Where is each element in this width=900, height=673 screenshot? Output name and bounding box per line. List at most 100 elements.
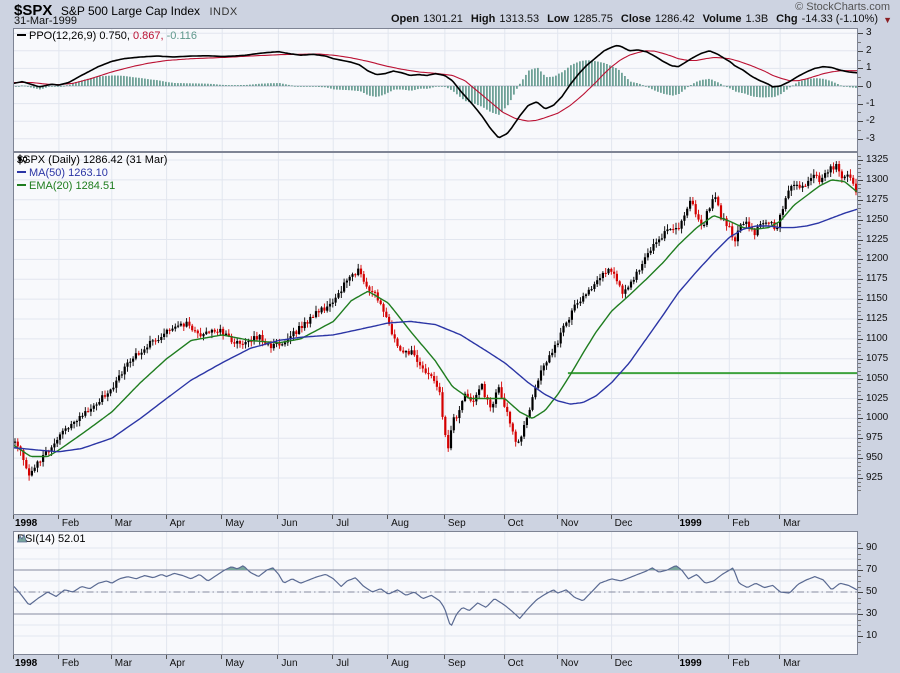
quote-value: 1286.42 <box>654 13 695 25</box>
x-axis-tick <box>556 515 558 519</box>
x-axis-label: Mar <box>783 658 801 669</box>
y-axis-tick <box>858 338 863 340</box>
price-legend-title: $SPX (Daily) 1286.42 (31 Mar) <box>17 154 168 166</box>
y-axis-minor-tick <box>858 330 861 332</box>
x-axis-label: Dec <box>614 658 633 669</box>
x-axis-label: Dec <box>614 518 633 529</box>
y-axis-minor-tick <box>858 130 861 131</box>
x-axis-tick <box>165 515 167 519</box>
y-axis-minor-tick <box>858 164 861 165</box>
x-axis-label: Apr <box>169 518 186 529</box>
y-axis-minor-tick <box>858 625 861 626</box>
y-axis-minor-tick <box>858 489 861 491</box>
y-axis-label: 1 <box>866 62 872 74</box>
y-axis-minor-tick <box>858 342 861 344</box>
y-axis-minor-tick <box>858 327 861 328</box>
x-axis-tick <box>610 515 612 519</box>
x-axis-tick <box>677 655 679 659</box>
y-axis-minor-tick <box>858 470 861 472</box>
x-axis-tick <box>503 515 505 519</box>
y-axis-minor-tick <box>858 77 861 79</box>
x-axis-middle: 1998 Feb Mar Apr May Jun Jul Aug Sep Oct Nov Dec 199… <box>0 515 900 531</box>
y-axis-minor-tick <box>858 227 861 229</box>
y-axis-label: 1275 <box>866 193 889 205</box>
y-axis-minor-tick <box>858 430 861 432</box>
y-axis-tick <box>858 299 863 301</box>
copyright: © StockCharts.com <box>795 1 890 13</box>
x-axis-label: Feb <box>61 658 80 669</box>
x-axis-tick <box>57 515 59 519</box>
y-axis-minor-tick <box>858 414 861 416</box>
y-axis-label: 950 <box>866 452 883 464</box>
y-axis-minor-tick <box>858 223 861 225</box>
y-axis-minor-tick <box>858 307 861 309</box>
y-axis-minor-tick <box>858 362 861 364</box>
x-axis-tick <box>332 515 334 519</box>
x-axis-label: Mar <box>114 518 133 529</box>
x-axis-label: Jun <box>281 658 298 669</box>
y-axis-label: 1125 <box>866 313 888 324</box>
y-axis-label: -3 <box>866 132 875 144</box>
y-axis-label: 1225 <box>866 233 889 245</box>
rsi-legend-title: RSI(14) 52.01 <box>17 533 86 545</box>
y-axis-label: 1250 <box>866 213 889 225</box>
header: $SPX S&P 500 Large Cap Index INDX 31-Mar… <box>0 0 900 28</box>
x-axis-label: Feb <box>732 518 750 529</box>
ma50-line <box>14 208 857 453</box>
x-axis-label: 1998 <box>15 658 38 669</box>
y-axis-minor-tick <box>858 394 861 396</box>
x-axis-label: May <box>225 518 245 529</box>
y-axis-minor-tick <box>858 485 861 487</box>
rsi-y-axis: 90 70 50 30 10 <box>858 532 900 654</box>
y-axis-tick <box>858 68 863 70</box>
ppo-legend-text: PPO(12,26,9) 0.750, <box>29 30 130 42</box>
y-axis-tick <box>858 592 863 593</box>
y-axis-minor-tick <box>858 59 861 61</box>
y-axis-minor-tick <box>858 207 861 209</box>
y-axis-minor-tick <box>858 267 861 269</box>
y-axis-minor-tick <box>858 94 861 96</box>
x-axis-tick <box>110 655 112 659</box>
y-axis-minor-tick <box>858 211 861 213</box>
y-axis-minor-tick <box>858 466 861 468</box>
y-axis-minor-tick <box>858 597 861 599</box>
y-axis-minor-tick <box>858 575 861 577</box>
rsi-line <box>14 565 857 626</box>
y-axis-minor-tick <box>858 195 861 197</box>
y-axis-minor-tick <box>858 42 861 43</box>
x-axis-tick <box>779 515 781 519</box>
y-axis-tick <box>858 438 863 440</box>
y-axis-minor-tick <box>858 542 861 544</box>
y-axis-minor-tick <box>858 287 861 289</box>
y-axis-tick <box>858 478 863 479</box>
y-axis-minor-tick <box>858 323 861 324</box>
y-axis-label: 10 <box>866 630 878 641</box>
y-axis-minor-tick <box>858 564 861 566</box>
y-axis-tick <box>858 358 863 360</box>
ppo-line <box>14 44 857 139</box>
quote-label: High <box>470 13 496 25</box>
y-axis-tick <box>858 378 863 380</box>
y-axis-minor-tick <box>858 231 861 233</box>
y-axis-label: 3 <box>866 27 872 39</box>
y-axis-tick <box>858 50 863 52</box>
y-axis-label: 1150 <box>866 293 888 305</box>
y-axis-label: 0 <box>866 80 872 91</box>
y-axis-tick <box>858 614 863 615</box>
x-axis-label: 1999 <box>679 518 702 529</box>
y-axis-minor-tick <box>858 410 861 412</box>
x-axis-tick <box>221 515 223 519</box>
y-axis-minor-tick <box>858 370 861 372</box>
y-axis-tick <box>858 398 863 400</box>
y-axis-minor-tick <box>858 608 861 610</box>
ma50-legend-text: MA(50) 1263.10 <box>29 167 108 179</box>
y-axis-minor-tick <box>858 283 861 285</box>
y-axis-minor-tick <box>858 422 861 424</box>
x-axis-label: 1999 <box>679 658 702 669</box>
y-axis-minor-tick <box>858 482 861 483</box>
y-axis-label: 925 <box>866 472 883 483</box>
y-axis-minor-tick <box>858 402 861 404</box>
y-axis-minor-tick <box>858 295 861 297</box>
y-axis-label: 70 <box>866 564 878 575</box>
candlestick-icon <box>18 154 27 165</box>
